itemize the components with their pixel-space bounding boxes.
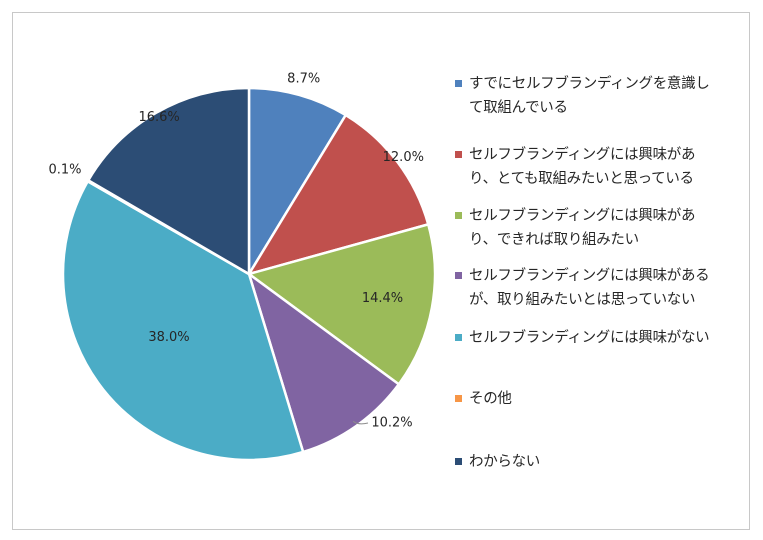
data-labels: 8.7% 12.0% 14.4% 10.2% 38.0% 0.1% 16.6%: [48, 71, 423, 430]
legend-label-5: その他: [469, 391, 512, 407]
pie-slice-unknown: [87, 86, 251, 276]
legend-label-4: セルフブランディングには興味がない: [469, 330, 710, 346]
legend-swatch-6: [455, 458, 462, 465]
legend-swatch-5: [455, 395, 462, 402]
pie-slice-interested-not-willing: [247, 272, 401, 454]
legend-swatch-0: [455, 80, 462, 87]
legend-swatch-2: [455, 212, 462, 219]
data-label-not-interested: 38.0%: [148, 330, 189, 345]
legend-swatch-4: [455, 334, 462, 341]
pie-slices: [61, 86, 437, 462]
legend-item-5: その他: [455, 387, 745, 411]
legend-label-2: セルフブランディングには興味があ り、できれば取り組みたい: [469, 208, 696, 248]
legend-label-1: セルフブランディングには興味があ り、とても取組みたいと思っている: [469, 147, 696, 187]
pie-slice-interested: [247, 223, 437, 386]
legend-label-6: わからない: [469, 454, 540, 470]
legend-swatch-3: [455, 272, 462, 279]
leader-line-interested-not-willing: [352, 420, 369, 425]
legend-label-0: すでにセルフブランディングを意識し て取組んでいる: [469, 76, 710, 116]
data-label-very-interested: 12.0%: [383, 150, 424, 165]
legend-item-2: セルフブランディングには興味があ り、できれば取り組みたい: [455, 204, 745, 252]
data-label-unknown: 16.6%: [138, 110, 179, 125]
data-label-other: 0.1%: [48, 163, 81, 178]
data-label-intentional: 8.7%: [287, 71, 320, 86]
legend-item-3: セルフブランディングには興味がある が、取り組みたいとは思っていない: [455, 264, 745, 312]
legend-item-0: すでにセルフブランディングを意識し て取組んでいる: [455, 72, 745, 120]
legend-item-1: セルフブランディングには興味があ り、とても取組みたいと思っている: [455, 143, 745, 191]
data-label-interested-not-willing: 10.2%: [371, 416, 412, 431]
pie-slice-very-interested: [247, 113, 430, 276]
legend-swatch-1: [455, 151, 462, 158]
legend-item-6: わからない: [455, 450, 745, 474]
pie-slice-intentional: [247, 86, 347, 276]
legend-item-4: セルフブランディングには興味がない: [455, 326, 745, 350]
leader-lines: [352, 420, 369, 425]
legend-label-3: セルフブランディングには興味がある が、取り組みたいとは思っていない: [469, 268, 710, 308]
data-label-interested: 14.4%: [362, 291, 403, 306]
pie-slice-not-interested: [61, 180, 305, 462]
